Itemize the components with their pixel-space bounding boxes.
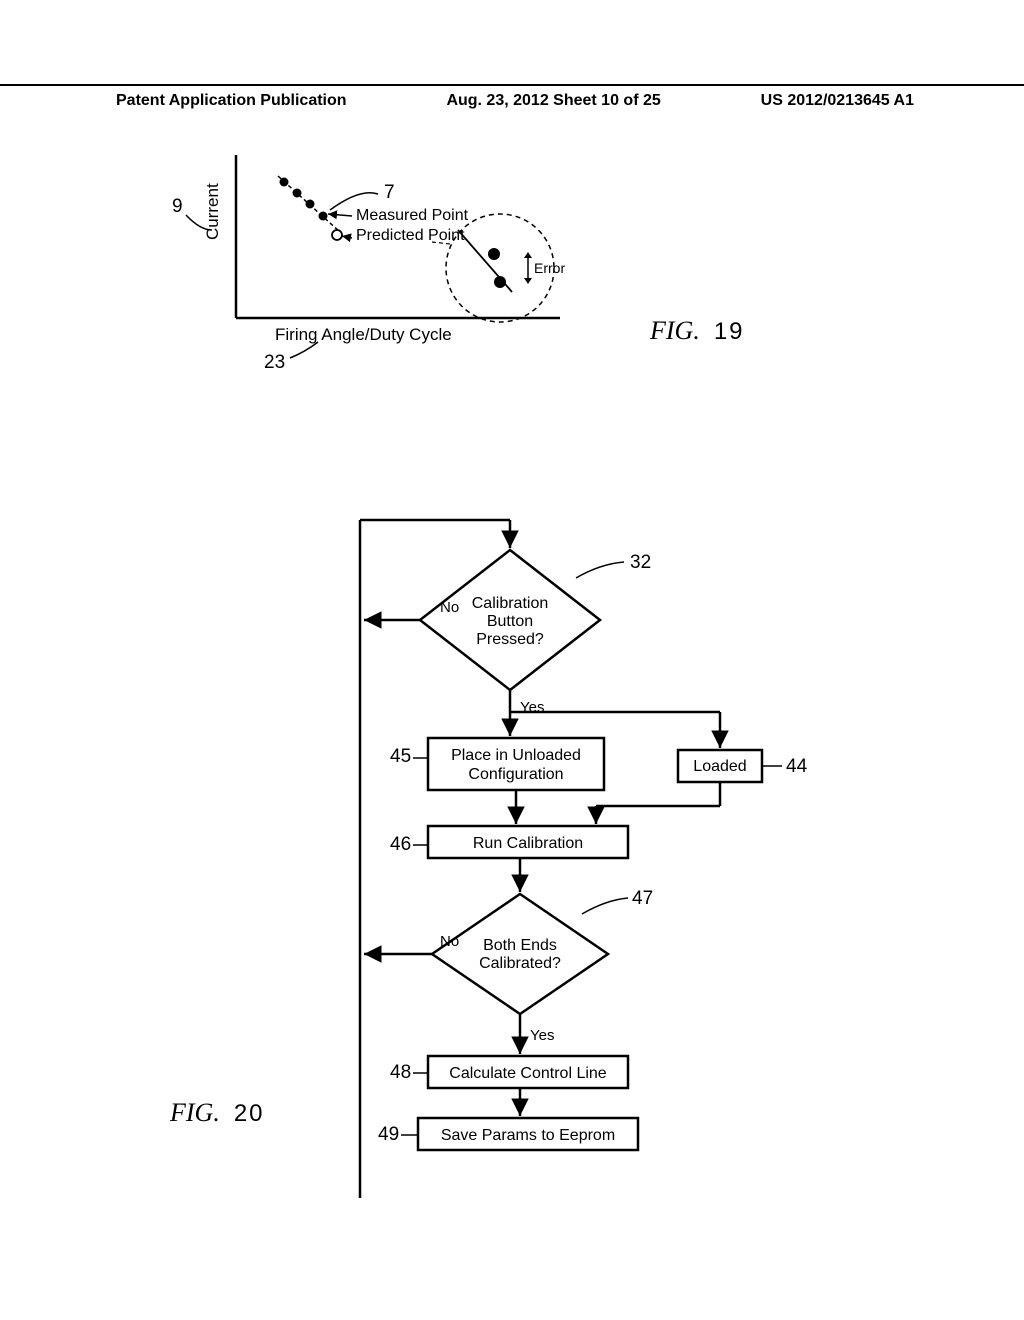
box-run-calibration: Run Calibration (428, 826, 628, 858)
y-axis-label: Current (203, 183, 222, 240)
box-loaded: Loaded (678, 750, 762, 782)
fig-19-label: FIG.19 (650, 316, 745, 346)
svg-text:Loaded: Loaded (693, 758, 746, 775)
box-unloaded-config: Place in Unloaded Configuration (428, 738, 604, 790)
figure-19: Current 9 Firing Angle/Duty Cycle 23 7 M… (0, 140, 1024, 400)
header-right: US 2012/0213645 A1 (761, 92, 914, 110)
ref-47: 47 (632, 888, 653, 909)
ref-47-leader (582, 898, 628, 914)
svg-text:Save Params to Eeprom: Save Params to Eeprom (441, 1127, 615, 1144)
svg-text:Place in Unloaded: Place in Unloaded (451, 747, 581, 764)
yes-label-32: Yes (520, 699, 544, 716)
ref-44: 44 (786, 756, 808, 777)
figure-20: Calibration Button Pressed? 32 No Yes Pl… (0, 500, 1024, 1230)
ref-23: 23 (264, 352, 285, 373)
x-axis-label: Firing Angle/Duty Cycle (275, 325, 452, 344)
fig-20-label: FIG.20 (170, 1098, 265, 1128)
decision-both-ends: Both Ends Calibrated? (432, 894, 608, 1014)
detail-trajectory (458, 230, 512, 292)
ref-7: 7 (384, 182, 395, 203)
svg-text:Calculate Control Line: Calculate Control Line (449, 1065, 607, 1082)
legend-predicted-leader (342, 236, 352, 238)
ref-48: 48 (390, 1062, 411, 1083)
ref-32: 32 (630, 552, 651, 573)
decision-calibration-pressed: Calibration Button Pressed? (420, 550, 600, 690)
detail-measured-point (488, 248, 500, 260)
svg-text:Configuration: Configuration (468, 766, 563, 783)
no-label-47: No (440, 933, 459, 950)
svg-text:Calibrated?: Calibrated? (479, 955, 561, 972)
legend-measured: Measured Point (356, 207, 469, 224)
error-label: Error (534, 260, 565, 276)
no-label-32: No (440, 599, 459, 616)
box-calc-control-line: Calculate Control Line (428, 1056, 628, 1088)
legend-measured-leader (328, 214, 352, 216)
page-header: Patent Application Publication Aug. 23, … (0, 84, 1024, 110)
yes-label-47: Yes (530, 1027, 554, 1044)
svg-text:Both Ends: Both Ends (483, 937, 557, 954)
ref-46: 46 (390, 834, 411, 855)
legend-predicted: Predicted Point (356, 227, 465, 244)
header-center: Aug. 23, 2012 Sheet 10 of 25 (446, 92, 660, 110)
ref-32-leader (576, 562, 624, 578)
svg-text:Calibration: Calibration (472, 595, 548, 612)
box-save-params: Save Params to Eeprom (418, 1118, 638, 1150)
ref-45: 45 (390, 746, 411, 767)
svg-text:Pressed?: Pressed? (476, 631, 544, 648)
ref-9: 9 (172, 196, 183, 217)
header-left: Patent Application Publication (116, 92, 347, 110)
svg-text:Button: Button (487, 613, 533, 630)
ref-23-leader (290, 342, 318, 358)
predicted-point (332, 230, 342, 240)
ref-49: 49 (378, 1124, 399, 1145)
svg-text:Run Calibration: Run Calibration (473, 835, 583, 852)
